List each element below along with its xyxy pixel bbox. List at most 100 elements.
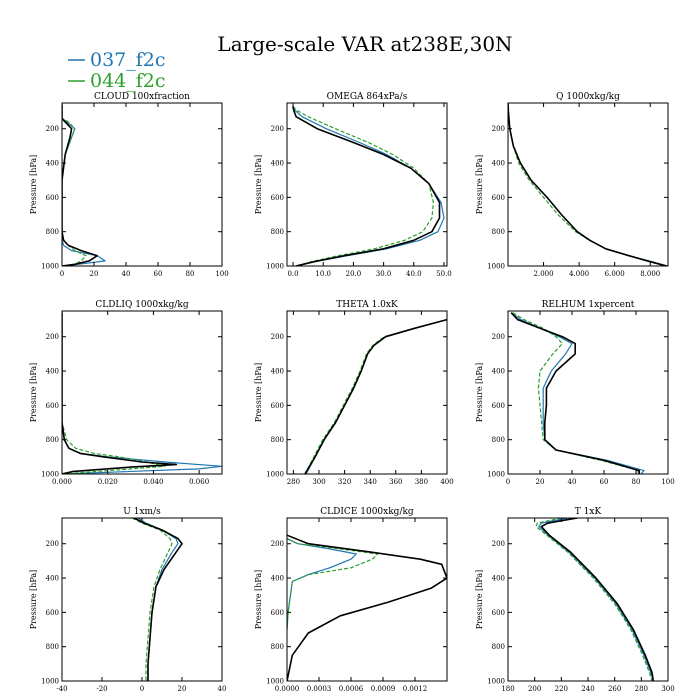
panel-theta-ylabel: Pressure [hPa] (254, 363, 263, 423)
panel-omega-xtick-label: 20.0 (346, 270, 362, 278)
panel-cldice-line-037-f2c (287, 538, 357, 630)
panel-q-line-037-f2c (508, 103, 668, 266)
panel-theta-xtick-label: 380 (415, 478, 428, 486)
panel-cldice-ytick-label: 800 (271, 643, 284, 651)
panel-cldice-xtick-label: 0.0012 (403, 685, 428, 693)
panel-cldliq-ytick-label: 400 (46, 368, 59, 376)
panel-t-ytick-label: 800 (492, 643, 505, 651)
panel-omega-ylabel: Pressure [hPa] (254, 155, 263, 215)
panel-theta-line-044-f2c (304, 319, 447, 474)
panel-relhum-series (510, 312, 645, 474)
panel-t-xtick-label: 280 (635, 685, 648, 693)
legend: 037_f2c 044_f2c (68, 49, 166, 92)
panel-cldliq-ytick-label: 1000 (41, 471, 59, 479)
panel-cloud-xtick-label: 20 (90, 270, 99, 278)
panel-omega-xtick-label: 30.0 (376, 270, 392, 278)
panel-cloud-line-044-f2c (62, 104, 87, 266)
panel-theta-series (304, 318, 447, 474)
panel-t-ytick-label: 200 (492, 540, 505, 548)
panel-cldliq-xtick-label: 0.040 (143, 478, 163, 486)
panel-cldliq-frame (61, 310, 223, 475)
panel-omega-line-044-f2c (292, 106, 434, 266)
panel-omega-ytick-label: 200 (271, 125, 284, 133)
panel-cloud-xtick-label: 0 (60, 270, 64, 278)
panel-cloud-title: CLOUD 100xfraction (94, 92, 190, 102)
panel-theta-line-black (304, 318, 447, 474)
legend-label-037: 037_f2c (90, 49, 166, 71)
panel-cldice-frame (286, 517, 448, 682)
panel-cldliq-ytick-label: 800 (46, 436, 59, 444)
panel-omega-frame (286, 102, 448, 267)
panel-relhum-line-044-f2c (512, 312, 640, 474)
panel-t-xtick-label: 200 (528, 685, 541, 693)
panel-cldice-ylabel: Pressure [hPa] (254, 570, 263, 630)
panel-omega-ytick-label: 1000 (266, 263, 284, 271)
panel-theta-xtick-label: 280 (287, 478, 300, 486)
panel-cloud-line-037-f2c (62, 104, 106, 266)
panel-cloud-frame (61, 102, 223, 267)
panel-u-ytick-label: 800 (46, 643, 59, 651)
panel-relhum-xtick-label: 80 (632, 478, 641, 486)
panel-cloud-ylabel: Pressure [hPa] (29, 155, 38, 215)
panel-t-xtick-label: 300 (661, 685, 674, 693)
panel-cldice-ytick-label: 200 (271, 540, 284, 548)
panel-cldice-ytick-label: 400 (271, 575, 284, 583)
panel-u-frame (61, 517, 223, 682)
panel-relhum-ytick-label: 200 (492, 333, 505, 341)
panel-t-xtick-label: 260 (608, 685, 621, 693)
panel-cldice-ytick-label: 1000 (266, 678, 284, 686)
panel-theta-xtick-label: 320 (338, 478, 351, 486)
panel-u-xtick-label: 20 (178, 685, 187, 693)
panel-t-ylabel: Pressure [hPa] (475, 570, 484, 630)
panel-cloud-xtick-label: 40 (122, 270, 131, 278)
panel-q-line-black (508, 103, 667, 266)
panel-q-xtick-label: 8.000 (640, 270, 660, 278)
panel-relhum-ytick-label: 600 (492, 402, 505, 410)
panel-theta-ytick-label: 400 (271, 368, 284, 376)
panel-relhum-xtick-label: 40 (568, 478, 577, 486)
panel-cldliq-series (62, 312, 222, 474)
panel-cldice-line-044-f2c (287, 538, 379, 630)
panel-u-line-044-f2c (131, 518, 173, 681)
panel-t-line-037-f2c (538, 518, 654, 681)
panel-q-title: Q 1000xkg/kg (556, 92, 620, 102)
panel-relhum-ytick-label: 1000 (487, 471, 505, 479)
panel-cldice-xtick-label: 0.0009 (371, 685, 396, 693)
panel-omega-ytick-label: 400 (271, 160, 284, 168)
panel-cloud-ytick-label: 200 (46, 125, 59, 133)
panel-cldliq-line-044-f2c (62, 312, 166, 474)
panel-cldliq-xtick-label: 0.000 (52, 478, 72, 486)
panel-q-ytick-label: 800 (492, 228, 505, 236)
panel-q-ylabel: Pressure [hPa] (475, 155, 484, 215)
panel-omega-xtick-label: 0.0 (287, 270, 298, 278)
panel-relhum-frame (507, 310, 669, 475)
panel-omega-xtick-label: 50.0 (436, 270, 452, 278)
panel-theta-ytick-label: 800 (271, 436, 284, 444)
panel-omega-xtick-label: 40.0 (406, 270, 422, 278)
panel-q-line-044-f2c (508, 103, 667, 266)
panel-t-ytick-label: 600 (492, 609, 505, 617)
panel-t-line-044-f2c (535, 518, 653, 681)
panel-q-series (508, 103, 668, 266)
panel-theta-ytick-label: 600 (271, 402, 284, 410)
panel-theta-xtick-label: 360 (389, 478, 402, 486)
panel-t-xtick-label: 220 (555, 685, 568, 693)
panel-cldice-ytick-label: 600 (271, 609, 284, 617)
panel-cloud-ytick-label: 1000 (41, 263, 59, 271)
panel-q-ytick-label: 400 (492, 160, 505, 168)
panel-omega-series (292, 106, 445, 266)
panel-q-ytick-label: 200 (492, 125, 505, 133)
panel-u-ytick-label: 400 (46, 575, 59, 583)
panel-omega-xtick-label: 10.0 (315, 270, 331, 278)
panel-theta-ytick-label: 200 (271, 333, 284, 341)
panel-cldice: CLDICE 1000xkg/kg Pressure [hPa] 200 400 600… (254, 507, 448, 693)
panel-cldliq-line-black (62, 312, 178, 474)
panel-omega-title: OMEGA 864xPa/s (327, 92, 408, 102)
panel-theta-title: THETA 1.0xK (336, 300, 398, 310)
